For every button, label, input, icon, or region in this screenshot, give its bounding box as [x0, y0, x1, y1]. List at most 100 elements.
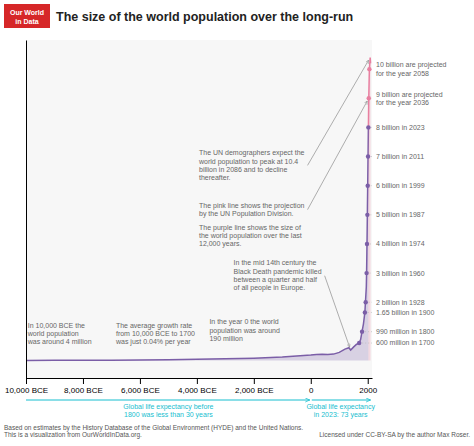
- milestone-label: 8 billion in 2023: [376, 124, 425, 131]
- x-tick: 2000: [359, 378, 377, 395]
- milestone-point: [367, 67, 371, 71]
- x-axis-line: [27, 378, 373, 379]
- text-line: The purple line shows the size of: [199, 224, 301, 232]
- milestone-label: 3 billion in 1960: [376, 270, 425, 277]
- text-line: was just 0.04% per year: [115, 338, 191, 346]
- milestone-label: 2 billion in 1928: [376, 299, 425, 306]
- text-line: world population to peak at 10.4: [198, 158, 298, 166]
- milestone-label: 10 billion are projectedfor the year 205…: [376, 61, 447, 77]
- text-line: Our World: [10, 9, 44, 16]
- text-line: thereafter.: [199, 174, 231, 181]
- x-tick: 0: [309, 378, 314, 395]
- annotation-arrow: [308, 101, 368, 210]
- annotation: The average growth ratefrom 10,000 BCE t…: [115, 322, 195, 347]
- life-expectancy-label: Global life expectancyin 2023: 73 years: [306, 403, 375, 419]
- footer: Based on estimates by the History Databa…: [4, 424, 303, 440]
- milestone-point: [365, 183, 369, 187]
- text-line: 1800 was less than 30 years: [124, 411, 213, 419]
- text-line: 190 million: [209, 335, 243, 342]
- life-expectancy-label: Global life expectancy before1800 was le…: [123, 403, 213, 419]
- milestone-point: [360, 329, 364, 333]
- x-tick-label: 10,000 BCE: [5, 386, 48, 395]
- text-line: The UN demographers expect the: [199, 149, 305, 157]
- annotation: The purple line shows the size ofthe wor…: [199, 224, 302, 249]
- text-line: from 10,000 BCE to 1700: [116, 330, 195, 337]
- text-line: billion in 2086 and to decline: [199, 166, 287, 173]
- milestone-label: 4 billion in 1974: [376, 240, 425, 247]
- annotation: In the year 0 the worldpopulation was ar…: [209, 318, 280, 342]
- text-line: The pink line shows the projection: [199, 202, 305, 210]
- text-line: world population: [27, 330, 79, 338]
- text-line: The average growth rate: [116, 322, 192, 330]
- text-line: population was around: [209, 327, 280, 335]
- milestone-label: 9 billion are projectedfor the year 2036: [376, 91, 443, 107]
- milestone-point: [365, 242, 369, 246]
- marks: [26, 57, 372, 360]
- milestone-label: 600 million in 1700: [376, 339, 434, 346]
- x-tick-mark: [140, 378, 141, 384]
- logo-text: Our World: [10, 9, 44, 16]
- annotation: The pink line shows the projectionby the…: [199, 202, 305, 218]
- milestone-point: [366, 154, 370, 158]
- text-line: In the year 0 the world: [209, 318, 278, 326]
- milestone-point: [357, 341, 361, 345]
- milestone-point: [363, 300, 367, 304]
- x-tick-mark: [26, 378, 27, 384]
- annotation-arrow: [308, 60, 369, 165]
- text-line: This is a visualization from OurWorldInD…: [4, 431, 142, 439]
- title: The size of the world population over th…: [56, 10, 353, 24]
- text-line: by the UN Population Division.: [199, 210, 294, 218]
- text-line: Black Death pandemic killed: [234, 268, 322, 276]
- plot-background: [26, 40, 372, 378]
- area-line: [26, 127, 368, 360]
- annotation: The UN demographers expect theworld popu…: [198, 149, 305, 181]
- text-line: 6 billion in 1999: [376, 182, 425, 189]
- x-tick-label: 8,000 BCE: [64, 386, 103, 395]
- text-line: 990 million in 1800: [376, 328, 434, 335]
- text-line: 7 billion in 2011: [376, 153, 424, 160]
- text-line: 2 billion in 1928: [376, 299, 425, 306]
- text-line: 10 billion are projected: [376, 61, 447, 69]
- text-line: 3 billion in 1960: [376, 270, 425, 277]
- x-tick: 8,000 BCE: [64, 378, 103, 395]
- milestone-point: [366, 125, 370, 129]
- x-tick-label: 4,000 BCE: [178, 386, 217, 395]
- text-line: 12,000 years.: [199, 240, 241, 248]
- data-labels: 600 million in 1700 990 million in 1800 1.…: [376, 61, 447, 346]
- x-axis: 10,000 BCE 8,000 BCE 6,000 BCE 4,000 BCE 2,0…: [5, 378, 378, 395]
- x-tick-label: 0: [309, 386, 314, 395]
- text-line: in Data: [15, 18, 38, 25]
- annotations: In 10,000 BCE theworld populationwas aro…: [4, 60, 470, 439]
- text-line: of all people in Europe.: [234, 284, 306, 292]
- text-line: 600 million in 1700: [376, 339, 434, 346]
- text-line: was around 4 million: [27, 338, 92, 345]
- chart: 10,000 BCE 8,000 BCE 6,000 BCE 4,000 BCE 2,0…: [0, 0, 474, 446]
- text-line: In the mid 14th century the: [234, 259, 317, 267]
- x-tick: 10,000 BCE: [5, 378, 48, 395]
- milestone-point: [364, 271, 368, 275]
- life-expectancy-arrow: [312, 400, 371, 401]
- milestone-label: 1.65 billion in 1900: [376, 309, 434, 316]
- text-line: 8 billion in 2023: [376, 124, 425, 131]
- x-tick-mark: [83, 378, 84, 384]
- text-line: 1.65 billion in 1900: [376, 309, 434, 316]
- text-line: the world population over the last: [199, 232, 302, 240]
- x-tick: 2,000 BCE: [235, 378, 274, 395]
- text-line: 4 billion in 1974: [376, 240, 425, 247]
- x-tick-mark: [254, 378, 255, 384]
- text-line: in 2023: 73 years: [314, 411, 368, 419]
- milestone-label: 7 billion in 2011: [376, 153, 424, 160]
- text-line: 5 billion in 1987: [376, 211, 425, 218]
- milestone-label: 5 billion in 1987: [376, 211, 425, 218]
- text-line: 9 billion are projected: [376, 91, 443, 99]
- text-line: In 10,000 BCE the: [28, 322, 85, 329]
- x-tick-mark: [368, 378, 369, 384]
- x-tick: 6,000 BCE: [121, 378, 160, 395]
- milestone-label: 6 billion in 1999: [376, 182, 425, 189]
- area-fill: [368, 57, 370, 360]
- text-line: for the year 2036: [376, 99, 429, 107]
- area-fill: [26, 127, 368, 360]
- annotation: In the mid 14th century theBlack Death p…: [234, 259, 322, 292]
- text-line: Global life expectancy before: [123, 403, 213, 411]
- annotation-arrow: [325, 276, 350, 347]
